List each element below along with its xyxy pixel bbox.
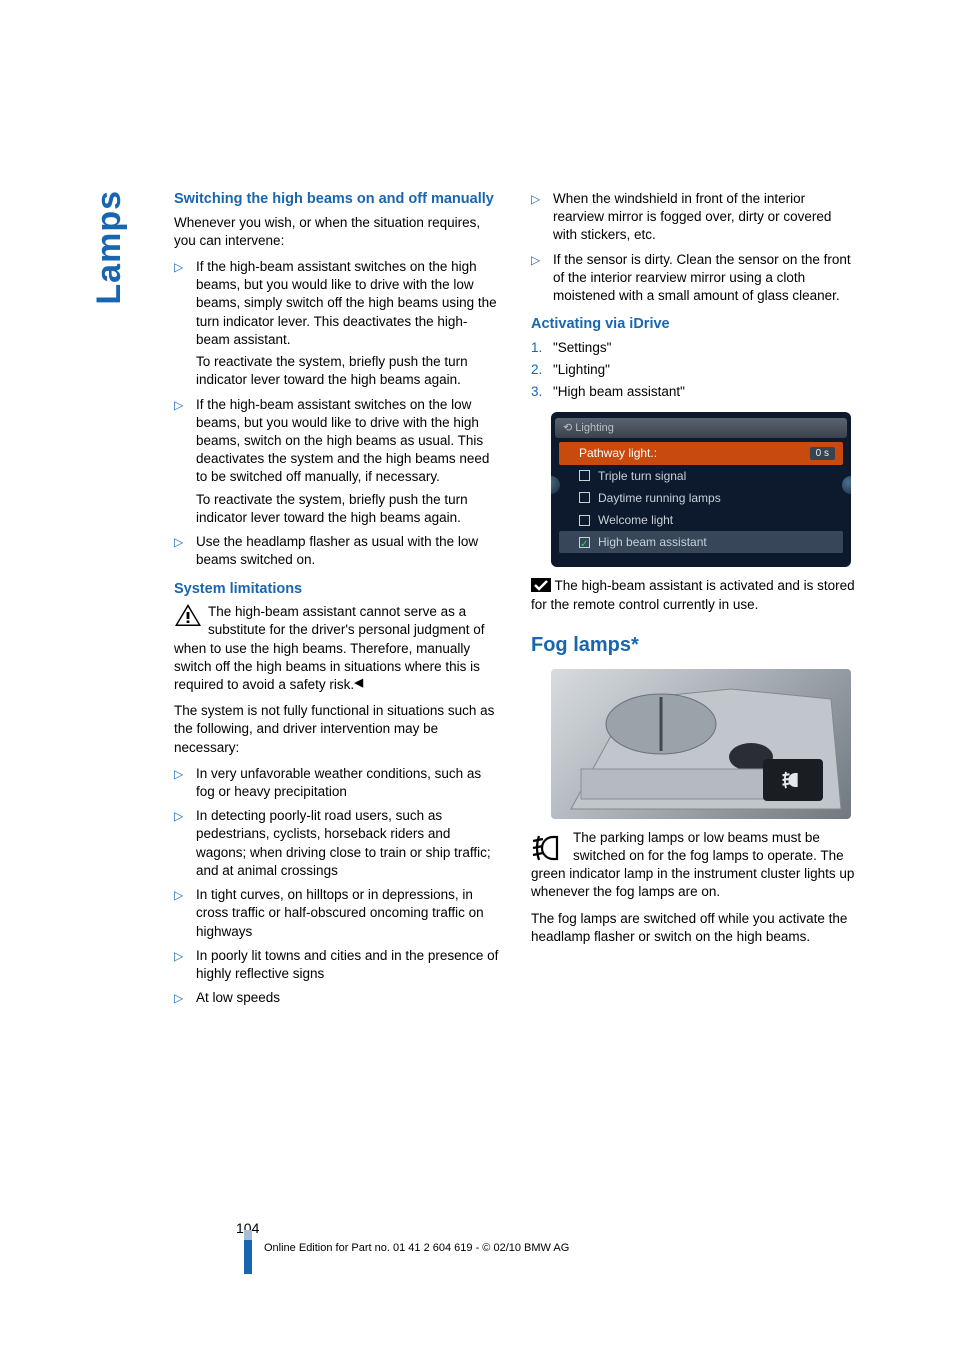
footer-rule-dark — [244, 1240, 252, 1274]
list-item: In very unfavorable weather conditions, … — [174, 765, 499, 801]
menu-label: Welcome light — [598, 512, 673, 528]
step-item: 1. "Settings" — [531, 339, 856, 357]
list-item: If the sensor is dirty. Clean the sensor… — [531, 251, 856, 306]
list-subtext: To reactivate the system, briefly push t… — [196, 491, 499, 527]
heading-fog-lamps: Fog lamps* — [531, 632, 856, 659]
list-subtext: To reactivate the system, briefly push t… — [196, 353, 499, 389]
heading-activating: Activating via iDrive — [531, 315, 856, 335]
activated-paragraph: The high-beam assistant is activated and… — [531, 577, 856, 613]
syslim-bullets: In very unfavorable weather conditions, … — [174, 765, 499, 1008]
list-text: Use the headlamp flasher as usual with t… — [196, 534, 478, 567]
activating-steps: 1. "Settings" 2. "Lighting" 3. "High beam a… — [531, 339, 856, 402]
menu-row-triple-turn[interactable]: Triple turn signal — [555, 465, 847, 487]
step-item: 3. "High beam assistant" — [531, 383, 856, 401]
menu-label: Daytime running lamps — [598, 490, 721, 506]
checkbox-icon — [579, 492, 590, 503]
switching-intro: Whenever you wish, or when the situation… — [174, 214, 499, 250]
menu-row-daytime[interactable]: Daytime running lamps — [555, 487, 847, 509]
fog-paragraph-2: The fog lamps are switched off while you… — [531, 910, 856, 946]
step-text: "High beam assistant" — [553, 384, 685, 399]
menu-label: Triple turn signal — [598, 468, 686, 484]
step-text: "Settings" — [553, 340, 611, 355]
list-text: If the high-beam assistant switches on t… — [196, 259, 497, 347]
menu-label: High beam assistant — [598, 534, 707, 550]
end-mark-icon: ▶ — [354, 676, 363, 692]
footer-copyright: Online Edition for Part no. 01 41 2 604 … — [264, 1242, 856, 1254]
refresh-icon: ⟲ — [563, 422, 572, 434]
menu-row-pathway[interactable]: Pathway light.: 0 s — [559, 442, 843, 464]
fog-lamp-icon — [531, 831, 567, 865]
page-footer: 104 Online Edition for Part no. 01 41 2 … — [176, 1220, 856, 1254]
warning-icon — [174, 603, 202, 627]
page-content: Switching the high beams on and off manu… — [0, 0, 954, 1075]
menu-row-highbeam[interactable]: High beam assistant — [559, 531, 843, 553]
heading-system-limitations: System limitations — [174, 580, 499, 600]
menu-label: Pathway light.: — [579, 445, 657, 461]
fog-lamp-badge-icon — [779, 766, 807, 794]
page-number: 104 — [236, 1220, 856, 1236]
warning-text: The high-beam assistant cannot serve as … — [174, 604, 484, 692]
list-item: If the high-beam assistant switches on t… — [174, 258, 499, 390]
list-text: If the high-beam assistant switches on t… — [196, 397, 489, 485]
list-item: At low speeds — [174, 989, 499, 1007]
syslim-intro: The system is not fully functional in si… — [174, 702, 499, 757]
checkbox-checked-icon — [579, 537, 590, 548]
list-text: At low speeds — [196, 990, 280, 1005]
idrive-screenshot: ⟲ Lighting Pathway light.: 0 s Triple tu… — [551, 412, 851, 568]
side-tab-label: Lamps — [90, 190, 129, 305]
fog-text: The parking lamps or low beams must be s… — [531, 830, 854, 900]
list-text: In poorly lit towns and cities and in th… — [196, 948, 498, 981]
knob-right-icon — [842, 476, 851, 494]
checkbox-icon — [579, 515, 590, 526]
screenshot-header: ⟲ Lighting — [555, 418, 847, 439]
top-bullets: When the windshield in front of the inte… — [531, 190, 856, 305]
right-column: When the windshield in front of the inte… — [531, 190, 856, 1015]
switching-bullets: If the high-beam assistant switches on t… — [174, 258, 499, 570]
list-item: If the high-beam assistant switches on t… — [174, 396, 499, 528]
menu-value: 0 s — [810, 447, 835, 461]
step-number: 2. — [531, 361, 542, 379]
list-text: In very unfavorable weather conditions, … — [196, 766, 481, 799]
fog-paragraph: The parking lamps or low beams must be s… — [531, 829, 856, 902]
step-number: 3. — [531, 383, 542, 401]
heading-switching: Switching the high beams on and off manu… — [174, 190, 499, 210]
step-item: 2. "Lighting" — [531, 361, 856, 379]
list-text: In detecting poorly-lit road users, such… — [196, 808, 491, 878]
step-text: "Lighting" — [553, 362, 610, 377]
checkbox-icon — [579, 470, 590, 481]
activated-text: The high-beam assistant is activated and… — [531, 578, 855, 611]
list-item: Use the headlamp flasher as usual with t… — [174, 533, 499, 569]
menu-row-welcome[interactable]: Welcome light — [555, 509, 847, 531]
list-text: When the windshield in front of the inte… — [553, 191, 831, 242]
screenshot-title: Lighting — [575, 422, 614, 434]
fog-lamp-badge — [763, 759, 823, 801]
list-text: In tight curves, on hilltops or in depre… — [196, 887, 484, 938]
list-item: When the windshield in front of the inte… — [531, 190, 856, 245]
warning-paragraph: The high-beam assistant cannot serve as … — [174, 603, 499, 694]
step-number: 1. — [531, 339, 542, 357]
indicator-check-icon — [531, 578, 551, 592]
footer-rule-light — [244, 1230, 252, 1240]
list-text: If the sensor is dirty. Clean the sensor… — [553, 252, 851, 303]
list-item: In detecting poorly-lit road users, such… — [174, 807, 499, 880]
list-item: In poorly lit towns and cities and in th… — [174, 947, 499, 983]
dashboard-photo — [551, 669, 851, 819]
left-column: Switching the high beams on and off manu… — [174, 190, 499, 1015]
list-item: In tight curves, on hilltops or in depre… — [174, 886, 499, 941]
